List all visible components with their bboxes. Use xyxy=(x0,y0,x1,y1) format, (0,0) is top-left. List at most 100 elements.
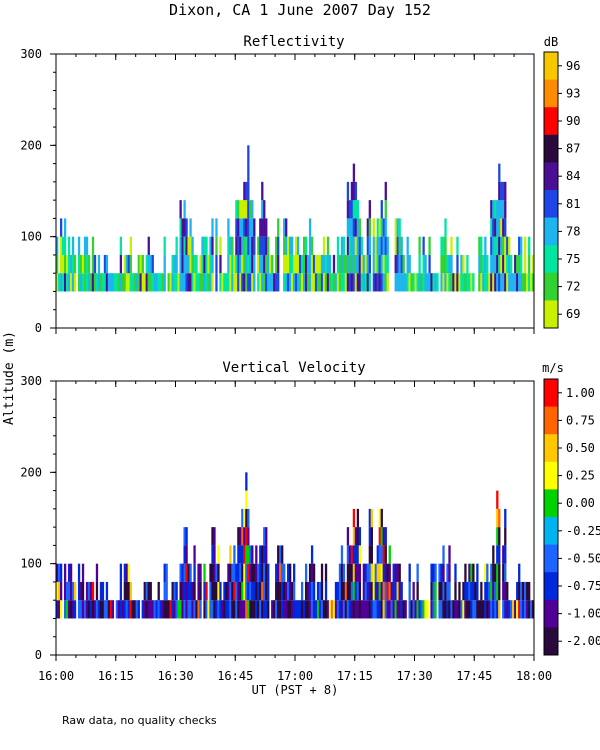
vertical-velocity-cell xyxy=(372,581,375,601)
vertical-velocity-cell xyxy=(95,581,99,601)
reflectivity-cell xyxy=(191,254,194,274)
reflectivity-cell xyxy=(444,254,447,274)
reflectivity-cell xyxy=(380,273,383,292)
reflectivity-cell xyxy=(304,273,308,292)
vertical-velocity-cell xyxy=(91,600,95,619)
reflectivity-cell xyxy=(512,273,515,292)
reflectivity-cell xyxy=(310,236,314,255)
vertical-velocity-cell xyxy=(163,600,166,619)
vertical-velocity-y-tick-label: 0 xyxy=(35,648,42,662)
vertical-velocity-cell xyxy=(77,600,81,619)
vertical-velocity-cell xyxy=(57,600,61,619)
vertical-velocity-cell xyxy=(450,600,453,619)
vertical-velocity-cell xyxy=(414,600,417,619)
vertical-velocity-cell xyxy=(153,600,156,619)
reflectivity-cell xyxy=(422,236,425,255)
vertical-velocity-colorbar-swatch xyxy=(544,406,558,435)
reflectivity-cell xyxy=(243,236,246,255)
reflectivity-cell xyxy=(243,254,246,274)
vertical-velocity-cell xyxy=(440,581,443,601)
reflectivity-cell xyxy=(191,236,194,255)
vertical-velocity-cell xyxy=(484,600,487,619)
vertical-velocity-cell xyxy=(267,581,270,601)
vertical-velocity-cell xyxy=(364,600,367,619)
vertical-velocity-cell xyxy=(382,563,385,582)
reflectivity-cell xyxy=(63,236,67,255)
vertical-velocity-cell xyxy=(249,545,252,564)
reflectivity-cell xyxy=(73,254,77,274)
vertical-velocity-cell xyxy=(71,581,75,601)
reflectivity-cell xyxy=(185,273,188,292)
vertical-velocity-cell xyxy=(117,600,121,619)
reflectivity-cell xyxy=(500,236,503,255)
colorbar-unit-vertical-velocity: m/s xyxy=(542,361,564,375)
vertical-velocity-cell xyxy=(189,581,192,601)
reflectivity-cell xyxy=(396,273,399,292)
reflectivity-cell xyxy=(302,273,306,292)
vertical-velocity-cell xyxy=(293,600,296,619)
vertical-velocity-cell xyxy=(185,581,188,601)
vertical-velocity-cell xyxy=(394,563,397,582)
reflectivity-cell xyxy=(480,236,483,255)
reflectivity-cell xyxy=(261,181,264,201)
reflectivity-cell xyxy=(237,218,240,237)
vertical-velocity-cell xyxy=(235,563,238,582)
vertical-velocity-cell xyxy=(508,600,511,619)
reflectivity-cell xyxy=(326,236,330,255)
x-ticks-reflectivity xyxy=(55,54,535,334)
reflectivity-cell xyxy=(322,254,326,274)
reflectivity-cell xyxy=(400,236,403,255)
vertical-velocity-cell xyxy=(197,581,200,601)
reflectivity-cell xyxy=(348,254,352,274)
vertical-velocity-cell xyxy=(99,600,103,619)
reflectivity-cell xyxy=(376,218,379,237)
vertical-velocity-cell xyxy=(476,600,479,619)
vertical-velocity-cell xyxy=(289,581,292,601)
reflectivity-cell xyxy=(103,254,107,274)
vertical-velocity-cell xyxy=(498,545,501,564)
vertical-velocity-cell xyxy=(338,600,342,619)
reflectivity-cell xyxy=(275,273,278,292)
reflectivity-cell xyxy=(237,236,240,255)
vertical-velocity-cell xyxy=(253,600,256,619)
vertical-velocity-cell xyxy=(366,581,369,601)
reflectivity-cell xyxy=(283,273,286,292)
vertical-velocity-cell xyxy=(105,600,109,619)
reflectivity-cell xyxy=(289,273,292,292)
vertical-velocity-cell xyxy=(510,600,513,619)
vertical-velocity-cell xyxy=(105,581,109,601)
vertical-velocity-cell xyxy=(247,545,250,564)
reflectivity-cell xyxy=(241,218,244,237)
reflectivity-cell xyxy=(398,236,401,255)
reflectivity-cell xyxy=(434,273,437,292)
vertical-velocity-cell xyxy=(310,563,314,582)
vertical-velocity-cell xyxy=(193,600,196,619)
reflectivity-cell xyxy=(386,254,389,274)
vertical-velocity-cell xyxy=(382,600,385,619)
vertical-velocity-cell xyxy=(197,563,200,582)
vertical-velocity-cell xyxy=(526,581,529,601)
vertical-velocity-cell xyxy=(147,600,150,619)
vertical-velocity-cell xyxy=(352,545,356,564)
vertical-velocity-cell xyxy=(312,563,316,582)
reflectivity-cell xyxy=(205,273,208,292)
reflectivity-cell xyxy=(63,273,67,292)
reflectivity-cell xyxy=(500,200,503,219)
vertical-velocity-cell xyxy=(215,563,218,582)
vertical-velocity-cell xyxy=(370,600,373,619)
vertical-velocity-cell xyxy=(281,563,284,582)
reflectivity-cell xyxy=(183,273,186,292)
reflectivity-colorbar-label: 78 xyxy=(566,224,580,238)
reflectivity-cell xyxy=(368,218,371,237)
vertical-velocity-cell xyxy=(442,563,445,582)
reflectivity-cell xyxy=(396,236,399,255)
vertical-velocity-cell xyxy=(356,508,360,528)
reflectivity-cell xyxy=(430,273,433,292)
vertical-velocity-cell xyxy=(496,490,499,509)
reflectivity-cell xyxy=(253,273,256,292)
reflectivity-cell xyxy=(520,254,523,274)
vertical-velocity-cell xyxy=(175,600,178,619)
vertical-velocity-cell xyxy=(426,600,429,619)
reflectivity-cell xyxy=(87,254,91,274)
vertical-velocity-cell xyxy=(185,600,188,619)
